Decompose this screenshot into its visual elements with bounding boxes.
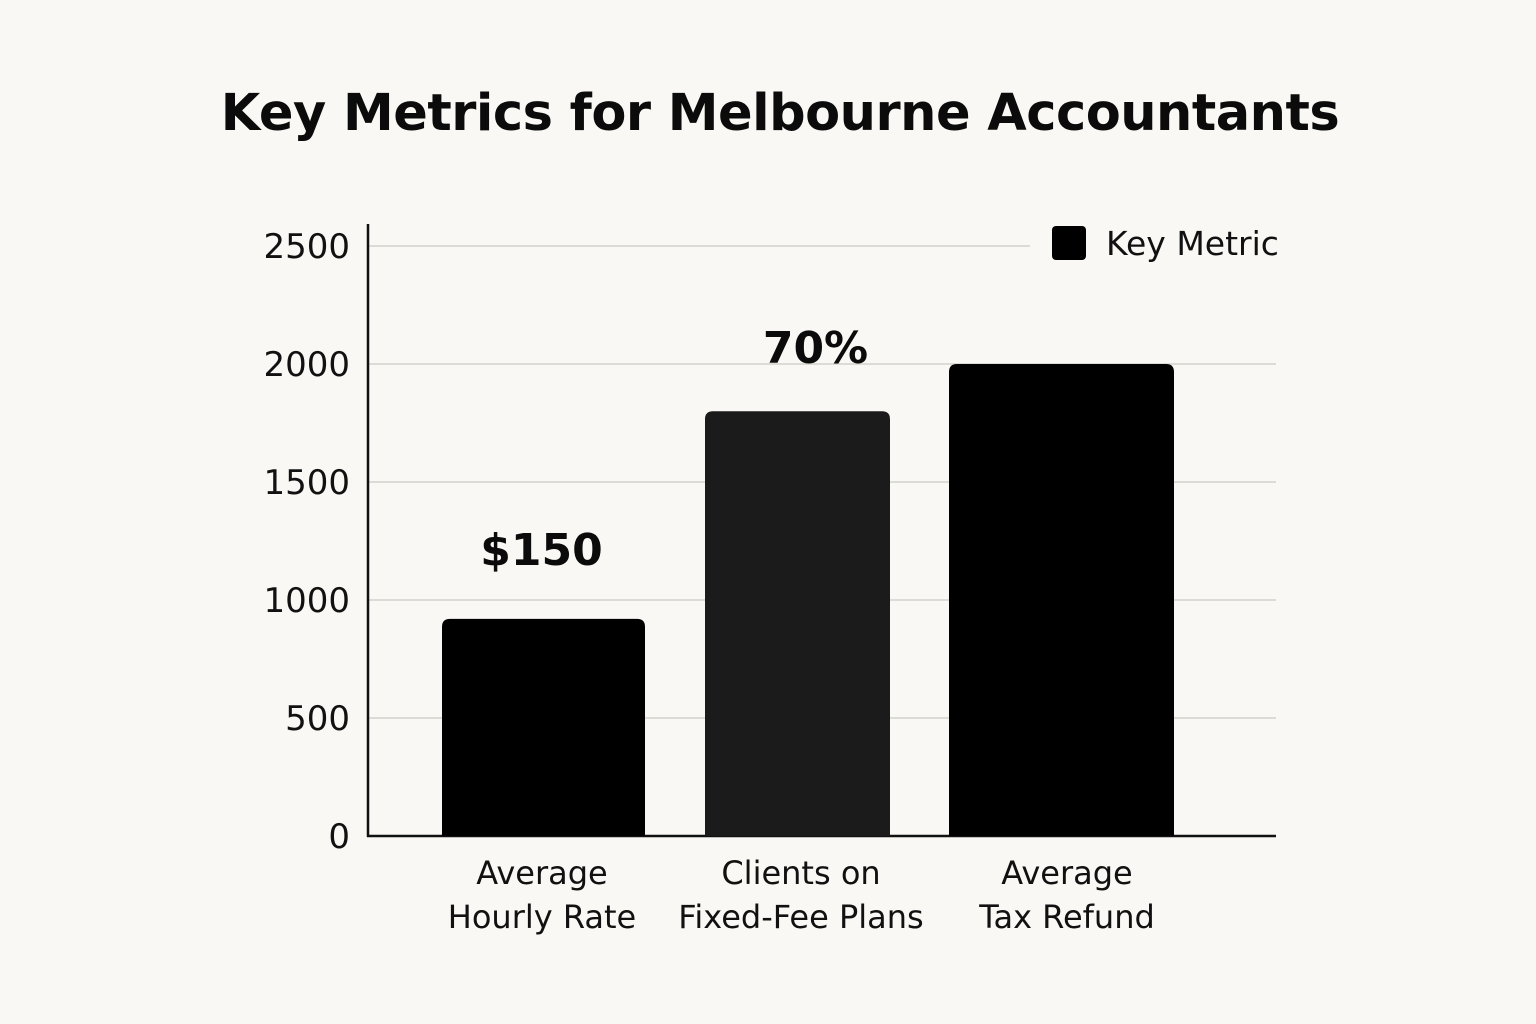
- x-tick-label: Fixed-Fee Plans: [678, 898, 923, 936]
- x-tick-label: Tax Refund: [978, 898, 1155, 936]
- y-tick-label: 500: [285, 699, 350, 739]
- y-tick-label: 1000: [263, 581, 350, 621]
- y-tick-label: 2000: [263, 345, 350, 385]
- data-label: $150: [480, 525, 602, 576]
- x-tick-label: Clients on: [721, 854, 880, 892]
- y-tick-label: 0: [328, 817, 350, 857]
- legend-label: Key Metric: [1106, 224, 1279, 263]
- x-tick-label: Average: [476, 854, 607, 892]
- x-tick-label: Hourly Rate: [448, 898, 636, 936]
- data-label: 70%: [763, 323, 868, 374]
- bar: [705, 411, 890, 836]
- x-tick-label: Average: [1001, 854, 1132, 892]
- y-tick-label: 2500: [263, 227, 350, 267]
- y-tick-label: 1500: [263, 463, 350, 503]
- bar: [949, 364, 1174, 836]
- chart-title: Key Metrics for Melbourne Accountants: [220, 84, 1340, 143]
- bar: [442, 618, 645, 836]
- legend-swatch: [1052, 226, 1086, 260]
